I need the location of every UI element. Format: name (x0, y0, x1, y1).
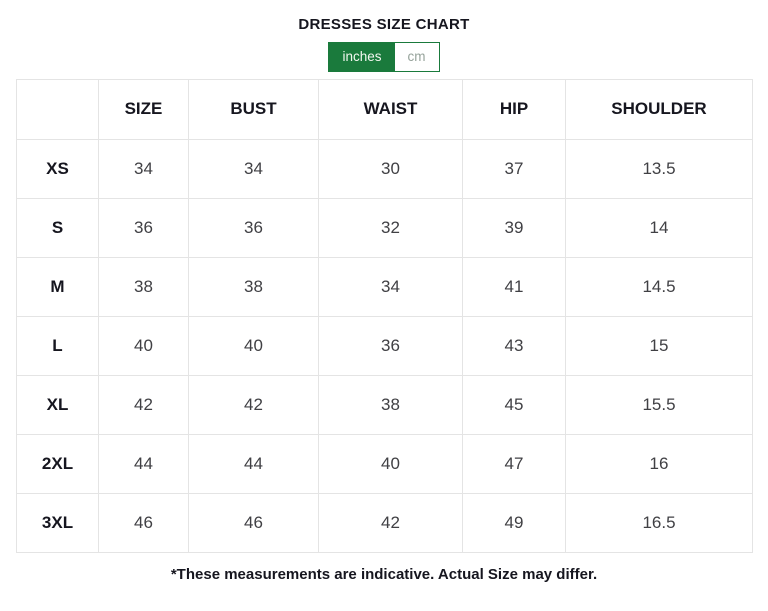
row-label-3xl: 3XL (16, 492, 99, 553)
row-label-xs: XS (16, 138, 99, 199)
row-label-l: L (16, 315, 99, 376)
row-label-2xl: 2XL (16, 433, 99, 494)
column-header-waist: WAIST (318, 78, 463, 140)
cell-xs-bust: 34 (188, 138, 319, 199)
unit-toggle-cm-button[interactable]: cm (394, 43, 439, 71)
cell-3xl-shoulder: 16.5 (565, 492, 753, 553)
cell-l-waist: 36 (318, 315, 463, 376)
cell-xl-size: 42 (98, 374, 189, 435)
column-header-bust: BUST (188, 78, 319, 140)
cell-2xl-waist: 40 (318, 433, 463, 494)
cell-s-waist: 32 (318, 197, 463, 258)
column-header-shoulder: SHOULDER (565, 78, 753, 140)
size-chart-table: SIZE BUST WAIST HIP SHOULDER XS 34 34 30… (16, 78, 753, 553)
page-title: DRESSES SIZE CHART (298, 16, 470, 33)
cell-2xl-size: 44 (98, 433, 189, 494)
cell-m-shoulder: 14.5 (565, 256, 753, 317)
cell-xs-size: 34 (98, 138, 189, 199)
cell-s-size: 36 (98, 197, 189, 258)
cell-s-hip: 39 (462, 197, 566, 258)
cell-m-waist: 34 (318, 256, 463, 317)
cell-xs-shoulder: 13.5 (565, 138, 753, 199)
cell-m-size: 38 (98, 256, 189, 317)
unit-toggle-inches-button[interactable]: inches (329, 43, 395, 71)
table-row-3xl: 3XL 46 46 42 49 16.5 (16, 492, 753, 553)
table-row-m: M 38 38 34 41 14.5 (16, 256, 753, 317)
cell-m-hip: 41 (462, 256, 566, 317)
cell-s-shoulder: 14 (565, 197, 753, 258)
cell-xl-hip: 45 (462, 374, 566, 435)
unit-toggle: inches cm (328, 42, 440, 72)
measurements-disclaimer: *These measurements are indicative. Actu… (170, 565, 598, 583)
column-header-hip: HIP (462, 78, 566, 140)
cell-xl-shoulder: 15.5 (565, 374, 753, 435)
column-header-blank (16, 78, 99, 140)
unit-toggle-wrap: inches cm (0, 42, 768, 72)
table-row-s: S 36 36 32 39 14 (16, 197, 753, 258)
table-row-xs: XS 34 34 30 37 13.5 (16, 138, 753, 199)
row-label-xl: XL (16, 374, 99, 435)
header-row: SIZE BUST WAIST HIP SHOULDER (16, 78, 753, 140)
row-label-s: S (16, 197, 99, 258)
cell-l-size: 40 (98, 315, 189, 376)
cell-l-shoulder: 15 (565, 315, 753, 376)
cell-xl-waist: 38 (318, 374, 463, 435)
cell-3xl-size: 46 (98, 492, 189, 553)
cell-s-bust: 36 (188, 197, 319, 258)
cell-xs-hip: 37 (462, 138, 566, 199)
table-row-2xl: 2XL 44 44 40 47 16 (16, 433, 753, 494)
cell-2xl-shoulder: 16 (565, 433, 753, 494)
cell-m-bust: 38 (188, 256, 319, 317)
cell-l-bust: 40 (188, 315, 319, 376)
cell-xl-bust: 42 (188, 374, 319, 435)
cell-3xl-hip: 49 (462, 492, 566, 553)
cell-xs-waist: 30 (318, 138, 463, 199)
cell-3xl-bust: 46 (188, 492, 319, 553)
cell-2xl-bust: 44 (188, 433, 319, 494)
cell-l-hip: 43 (462, 315, 566, 376)
cell-2xl-hip: 47 (462, 433, 566, 494)
row-label-m: M (16, 256, 99, 317)
table-row-l: L 40 40 36 43 15 (16, 315, 753, 376)
column-header-size: SIZE (98, 78, 189, 140)
cell-3xl-waist: 42 (318, 492, 463, 553)
table-row-xl: XL 42 42 38 45 15.5 (16, 374, 753, 435)
